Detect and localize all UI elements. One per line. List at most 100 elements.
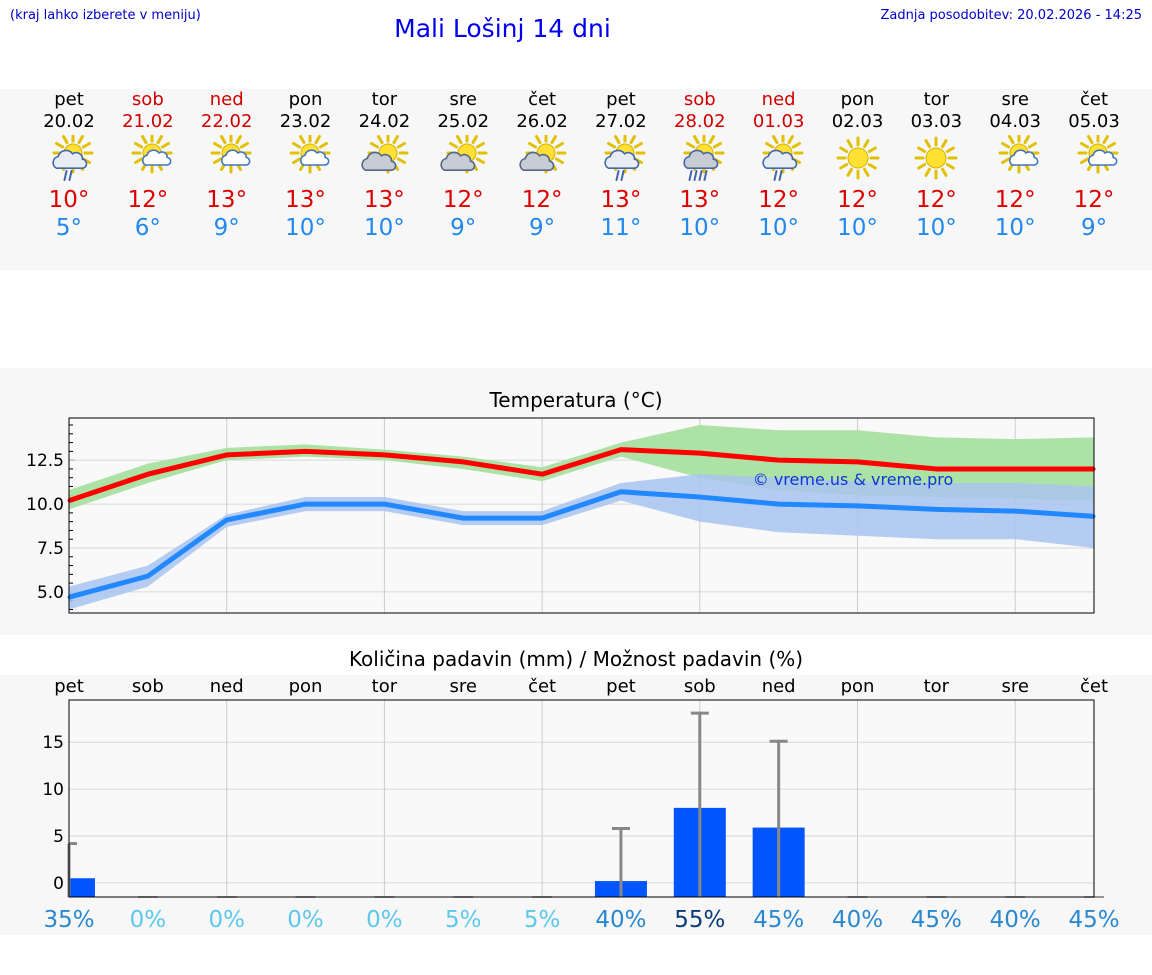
x-tick-label: tor bbox=[924, 676, 950, 697]
precipitation-chart: pet sob ned pon tor sre čet pet sob ned pon tor sre č… bbox=[42, 676, 1119, 933]
min-temperature-point bbox=[934, 507, 938, 511]
x-tick-label: čet bbox=[528, 676, 556, 697]
cloud-shape bbox=[519, 151, 555, 171]
day-column: čet 05.03 12° 9° bbox=[1054, 89, 1134, 242]
plot-frame bbox=[68, 417, 1095, 614]
x-tick-label: sob bbox=[132, 676, 164, 697]
max-temperature: 13° bbox=[600, 187, 642, 213]
x-tick-label: pet bbox=[54, 676, 84, 697]
min-temperature: 6° bbox=[134, 215, 161, 241]
cloud-shape bbox=[1009, 149, 1039, 166]
min-temperature: 9° bbox=[213, 215, 240, 241]
y-tick-label: 10.0 bbox=[26, 495, 64, 515]
sun-shape bbox=[914, 136, 958, 180]
sun-icon bbox=[836, 136, 879, 180]
min-temperature: 9° bbox=[529, 215, 556, 241]
precipitation-probability: 45% bbox=[753, 907, 804, 933]
cloud-shape bbox=[762, 149, 797, 169]
min-temperature: 10° bbox=[758, 215, 800, 241]
last-updated: Zadnja posodobitev: 20.02.2026 - 14:25 bbox=[880, 8, 1142, 23]
location-hint: (kraj lahko izberete v meniju) bbox=[10, 8, 201, 23]
y-tick-label: 5.0 bbox=[37, 583, 64, 603]
precipitation-probability: 0% bbox=[208, 907, 245, 933]
precipitation-bar bbox=[69, 878, 95, 897]
max-temperature: 12° bbox=[758, 187, 800, 213]
precipitation-probability: 0% bbox=[130, 907, 167, 933]
min-temperature-point bbox=[856, 504, 859, 508]
sun-icon bbox=[914, 136, 958, 180]
day-name: čet bbox=[1080, 89, 1109, 110]
max-temperature: 13° bbox=[364, 187, 405, 213]
precipitation-probability: 45% bbox=[1068, 907, 1119, 933]
y-tick-label: 15 bbox=[42, 733, 64, 753]
day-date: 05.03 bbox=[1068, 111, 1120, 132]
x-tick-label: pet bbox=[606, 676, 636, 697]
sun-cloud-icon bbox=[210, 132, 252, 174]
precipitation-probability: 40% bbox=[832, 907, 883, 933]
day-column: sre 25.02 12° 9° bbox=[423, 89, 503, 242]
y-tick-label: 5 bbox=[53, 827, 64, 847]
max-temperature: 12° bbox=[127, 187, 169, 213]
weather-icon bbox=[344, 132, 424, 185]
sun-cloud-rain-icon bbox=[52, 132, 94, 181]
max-temperature-point bbox=[382, 453, 386, 457]
day-column: tor 03.03 12° 10° bbox=[896, 89, 976, 242]
weather-icon bbox=[108, 132, 188, 185]
max-temperature-point bbox=[540, 472, 544, 476]
day-name: pet bbox=[606, 89, 636, 110]
sun-cloud-icon bbox=[1077, 132, 1119, 174]
max-temperature: 12° bbox=[442, 187, 484, 213]
sun-cloud-icon bbox=[998, 132, 1040, 174]
day-name: ned bbox=[761, 89, 796, 110]
cloud-shape bbox=[1088, 149, 1118, 166]
sun-cloud-icon bbox=[131, 132, 173, 174]
plot-frame bbox=[68, 699, 1095, 898]
precipitation-probability: 40% bbox=[990, 907, 1041, 933]
min-temperature: 5° bbox=[55, 215, 83, 241]
day-name: ned bbox=[209, 89, 244, 110]
day-column: tor 24.02 13° 10° bbox=[344, 89, 424, 242]
max-temperature: 10° bbox=[48, 187, 90, 213]
max-temperature: 12° bbox=[1073, 187, 1115, 213]
y-tick-label: 7.5 bbox=[37, 539, 64, 559]
day-name: sre bbox=[1001, 89, 1029, 110]
precipitation-probability: 5% bbox=[445, 907, 482, 933]
x-tick-label: pon bbox=[841, 676, 875, 697]
plot-area bbox=[69, 700, 1094, 897]
max-temperature-line bbox=[68, 447, 1095, 503]
cloud-shape bbox=[299, 149, 329, 166]
precipitation-probability: 55% bbox=[674, 907, 725, 933]
day-column: sre 04.03 12° 10° bbox=[975, 89, 1055, 242]
weather-icon bbox=[660, 132, 740, 185]
rain-drops bbox=[688, 170, 708, 181]
day-name: čet bbox=[528, 89, 557, 110]
min-temperature: 10° bbox=[364, 215, 405, 241]
sun-cloud-icon bbox=[289, 132, 331, 174]
min-temperature-point bbox=[777, 502, 781, 506]
precipitation-probability: 45% bbox=[911, 907, 962, 933]
page-title: Mali Lošinj 14 dni bbox=[394, 14, 611, 43]
day-date: 22.02 bbox=[200, 111, 253, 132]
min-temperature-point bbox=[619, 490, 623, 494]
day-name: sre bbox=[449, 89, 477, 110]
watermark: © vreme.us & vreme.pro bbox=[753, 470, 954, 489]
max-temperature-point bbox=[304, 449, 308, 453]
weather-icon bbox=[502, 132, 582, 185]
day-date: 03.03 bbox=[910, 111, 963, 132]
max-temperature-point bbox=[146, 472, 150, 476]
day-column: pon 23.02 13° 10° bbox=[266, 89, 346, 242]
min-temperature-line bbox=[68, 489, 1095, 600]
sun-cloud-rain-icon bbox=[762, 132, 804, 181]
x-tick-label: sre bbox=[450, 676, 477, 697]
rain-drops bbox=[773, 170, 783, 181]
max-temperature: 12° bbox=[994, 187, 1036, 213]
max-temperature: 13° bbox=[679, 187, 721, 213]
weather-icon bbox=[739, 132, 819, 185]
min-temperature: 10° bbox=[285, 215, 326, 241]
max-temperature: 13° bbox=[285, 187, 326, 213]
day-name: sob bbox=[131, 89, 164, 110]
day-column: ned 01.03 12° 10° bbox=[739, 89, 819, 242]
precipitation-probability: 0% bbox=[287, 907, 324, 933]
sun-cloud-heavy-rain-icon bbox=[683, 132, 725, 181]
weather-icon bbox=[187, 132, 267, 185]
